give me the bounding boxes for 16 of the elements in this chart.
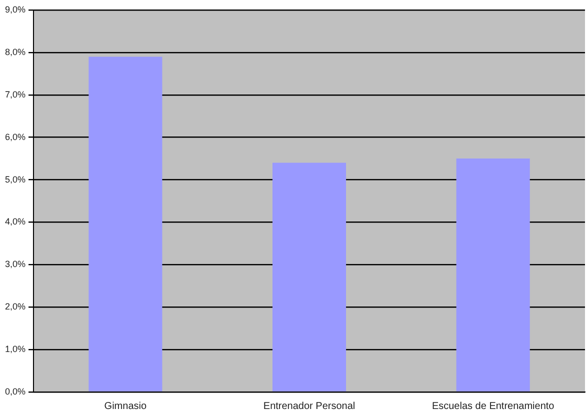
y-tick-label: 2,0% bbox=[5, 302, 26, 312]
y-tick-label: 3,0% bbox=[5, 259, 26, 270]
y-tick-label: 0,0% bbox=[5, 386, 26, 396]
y-tick-label: 6,0% bbox=[5, 132, 26, 142]
x-tick-label: Escuelas de Entrenamiento bbox=[432, 400, 555, 412]
bar bbox=[88, 56, 162, 392]
y-tick-label: 4,0% bbox=[5, 216, 26, 227]
x-tick-label: Entrenador Personal bbox=[263, 400, 356, 412]
bar bbox=[456, 158, 530, 392]
y-tick-label: 8,0% bbox=[5, 46, 26, 57]
bar bbox=[272, 162, 346, 392]
y-tick-label: 9,0% bbox=[5, 4, 26, 14]
x-tick-label: Gimnasio bbox=[104, 400, 147, 412]
y-tick-label: 5,0% bbox=[5, 174, 26, 184]
y-tick-label: 1,0% bbox=[5, 344, 26, 354]
y-tick-label: 7,0% bbox=[5, 89, 26, 100]
